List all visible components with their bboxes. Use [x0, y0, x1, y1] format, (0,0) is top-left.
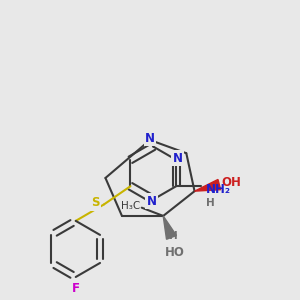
Text: F: F [72, 282, 80, 295]
Text: N: N [145, 132, 155, 145]
Polygon shape [163, 216, 176, 239]
Text: H: H [206, 198, 214, 208]
Text: NH₂: NH₂ [206, 183, 231, 196]
Text: N: N [147, 195, 157, 208]
Text: N: N [173, 152, 183, 165]
Text: HO: HO [165, 246, 185, 259]
Text: H: H [169, 231, 178, 241]
Text: OH: OH [221, 176, 241, 189]
Text: S: S [92, 196, 100, 209]
Polygon shape [195, 179, 221, 191]
Text: H₃C: H₃C [121, 201, 140, 211]
